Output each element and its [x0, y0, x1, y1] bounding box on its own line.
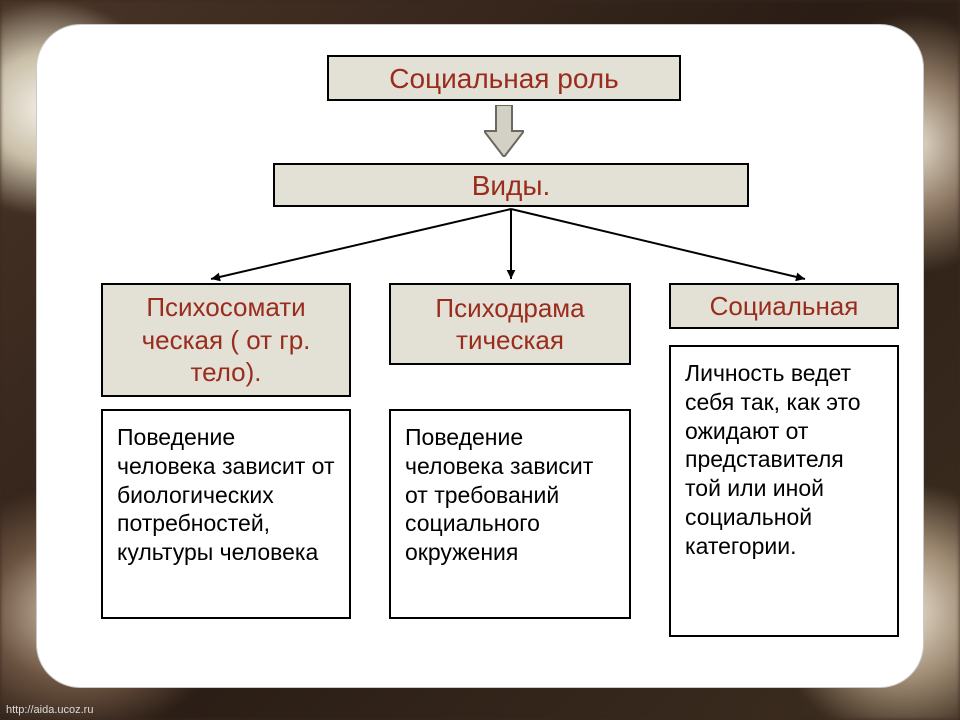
down-arrow-icon: [484, 105, 524, 157]
column-desc-2: Личность ведет себя так, как это ожидают…: [669, 345, 899, 637]
column-header-text: Психодрама тическая: [397, 292, 623, 357]
column-desc-text: Поведение человека зависит от требований…: [405, 424, 593, 565]
column-header-text: Социальная: [710, 290, 859, 323]
column-desc-1: Поведение человека зависит от требований…: [389, 409, 631, 619]
watermark: http://aida.ucoz.ru: [6, 704, 93, 716]
column-desc-text: Поведение человека зависит от биологичес…: [117, 424, 334, 565]
column-header-2: Социальная: [669, 283, 899, 329]
title-text: Социальная роль: [389, 61, 618, 96]
column-desc-0: Поведение человека зависит от биологичес…: [101, 409, 351, 619]
branch-connectors: [199, 207, 817, 291]
title-box: Социальная роль: [327, 55, 681, 101]
column-desc-text: Личность ведет себя так, как это ожидают…: [685, 360, 861, 559]
main-panel: Социальная роль Виды. Психосомати ческая…: [36, 24, 924, 688]
column-header-0: Психосомати ческая ( от гр. тело).: [101, 283, 351, 397]
subtitle-box: Виды.: [273, 163, 749, 207]
column-header-text: Психосомати ческая ( от гр. тело).: [109, 291, 343, 389]
subtitle-text: Виды.: [472, 168, 551, 203]
column-header-1: Психодрама тическая: [389, 283, 631, 365]
